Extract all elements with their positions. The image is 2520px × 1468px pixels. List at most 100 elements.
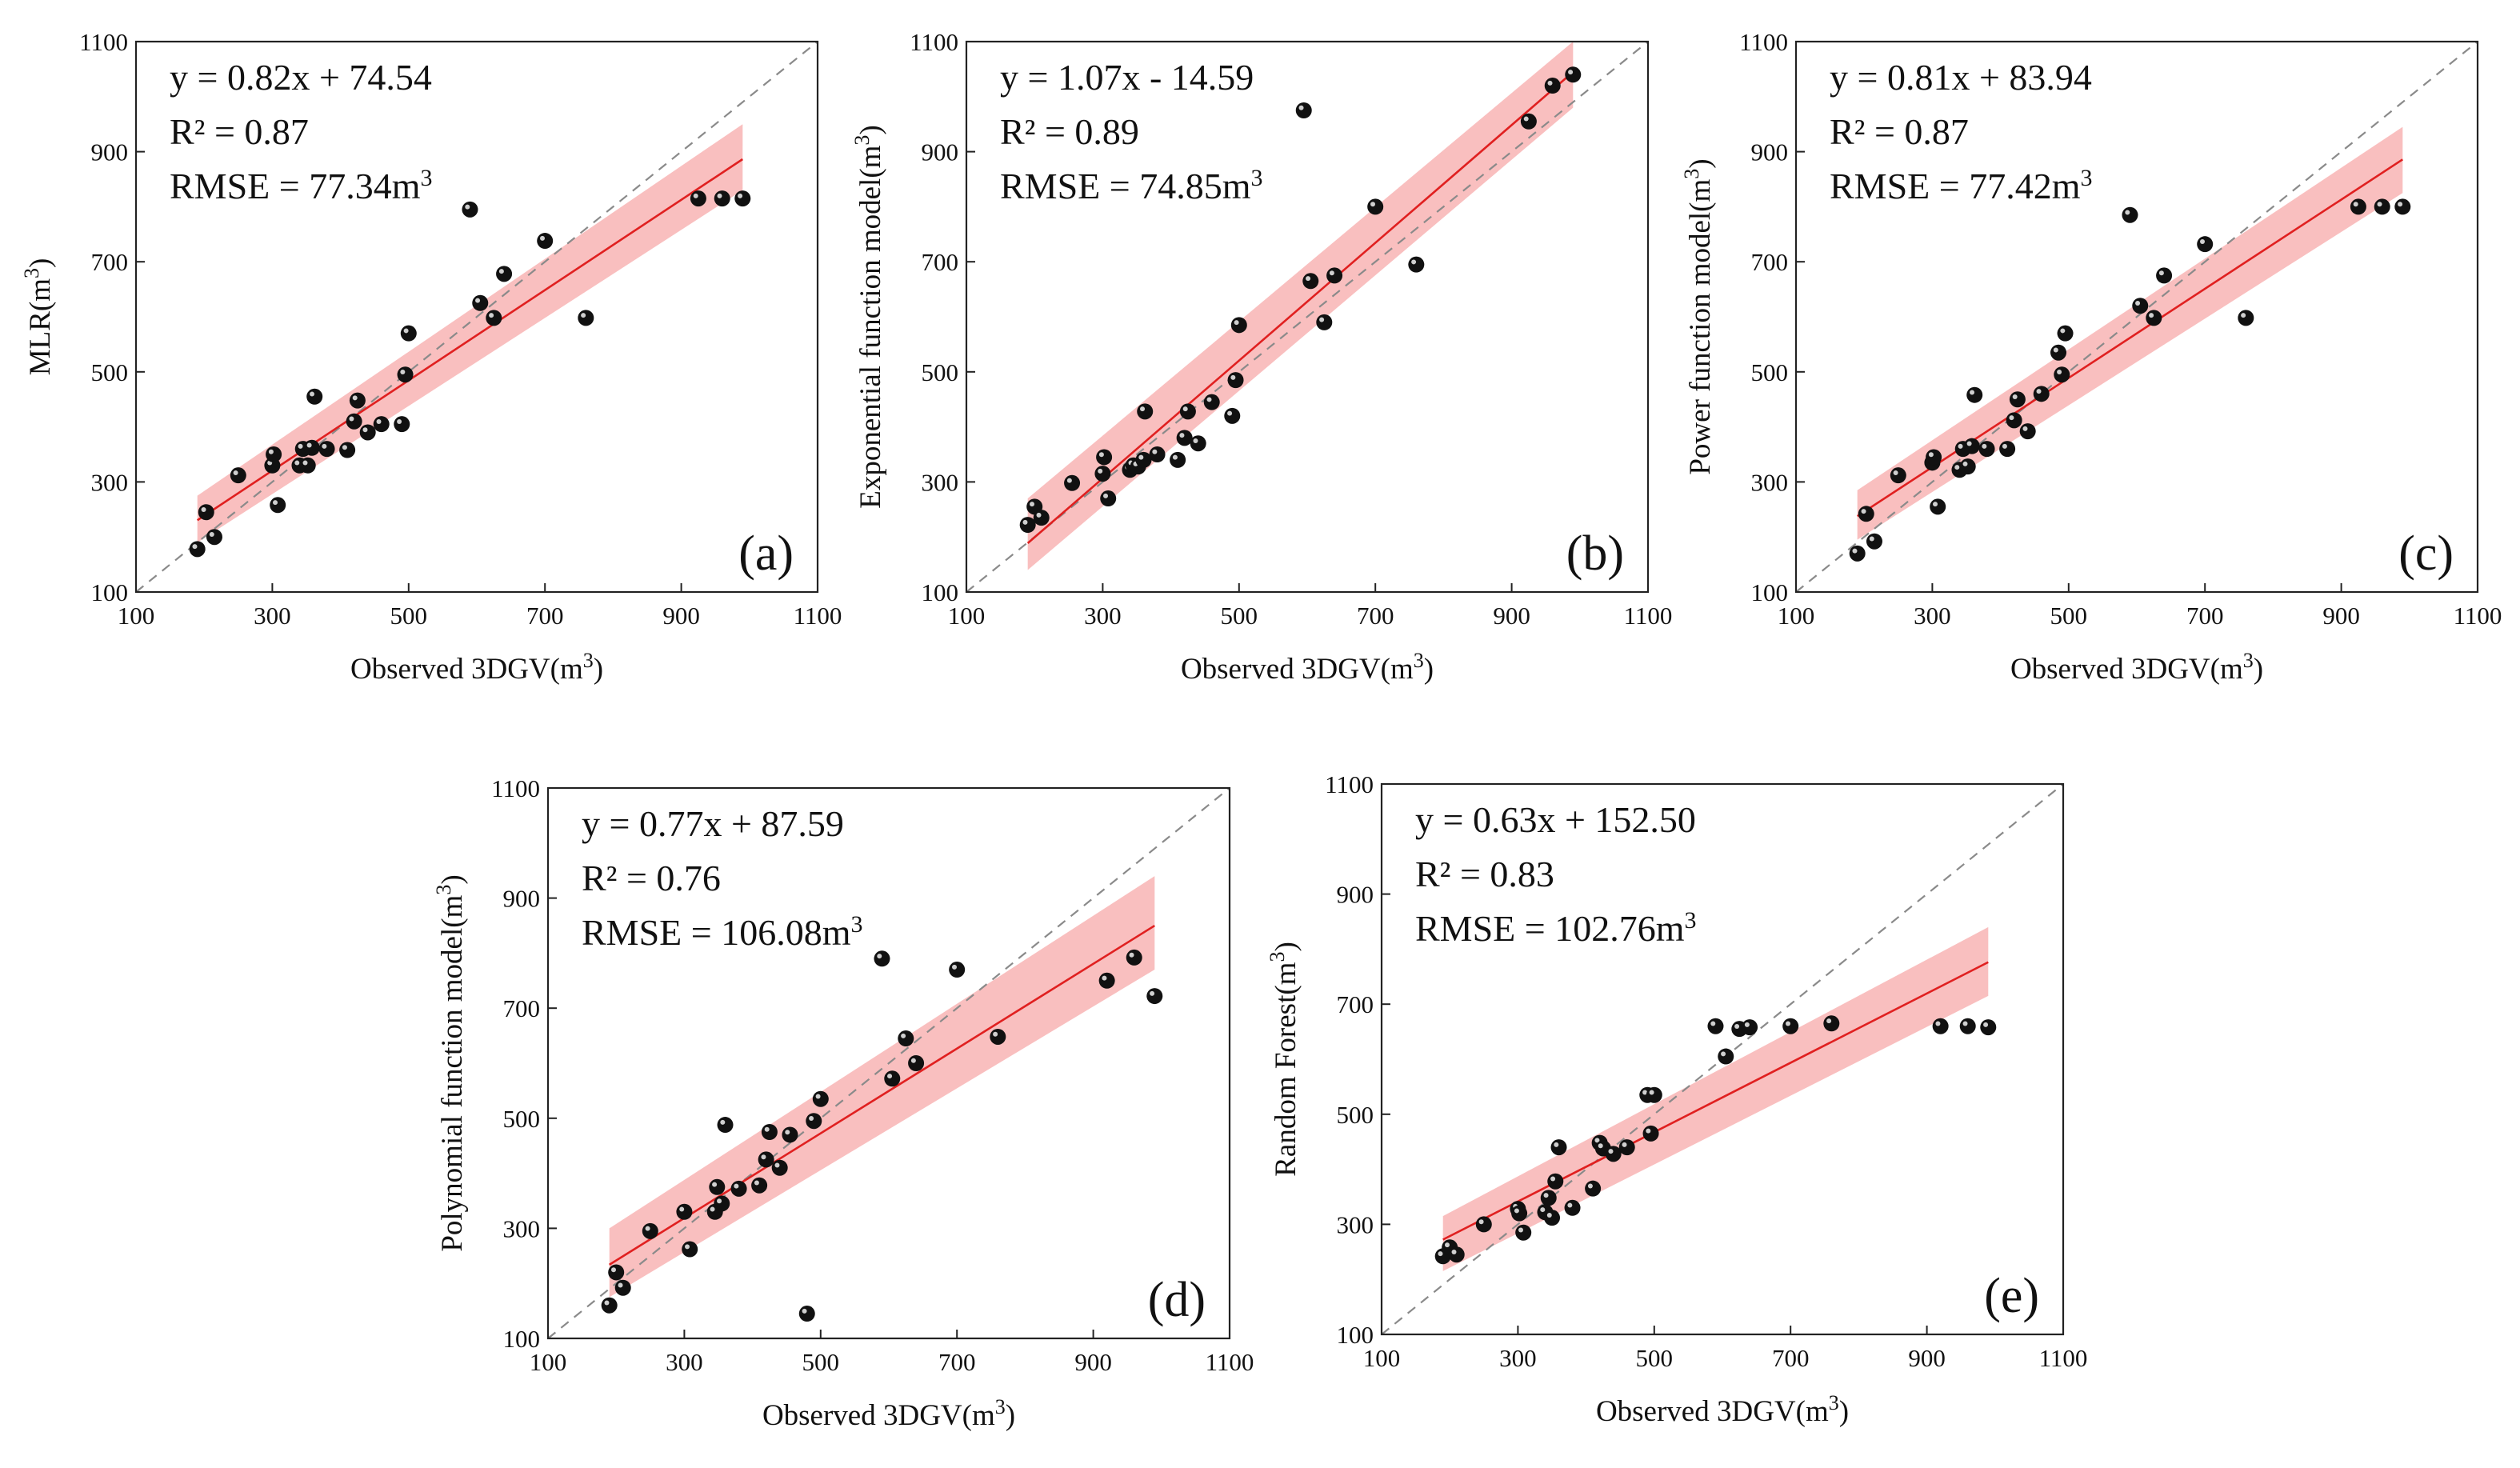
x-tick-label-e: 100 xyxy=(1363,1344,1401,1372)
data-point-c xyxy=(1978,441,1995,458)
data-point-d xyxy=(908,1055,925,1071)
data-point-highlight-c xyxy=(1928,452,1934,458)
data-point-highlight-a xyxy=(322,443,327,449)
data-point-highlight-d xyxy=(611,1267,616,1273)
y-tick-label-d: 100 xyxy=(503,1325,541,1353)
regression-line-a xyxy=(196,158,743,522)
data-point-highlight-e xyxy=(1554,1142,1559,1147)
data-point-highlight-b xyxy=(1319,317,1325,322)
data-point-c xyxy=(2009,391,2026,408)
data-point-highlight-b xyxy=(1098,452,1104,458)
data-point-highlight-c xyxy=(2353,202,2358,207)
data-point-highlight-a xyxy=(209,532,214,537)
data-point-d xyxy=(730,1180,747,1197)
data-point-a xyxy=(359,424,376,441)
data-point-highlight-e xyxy=(1546,1212,1552,1218)
data-point-a xyxy=(349,392,366,409)
data-point-highlight-b xyxy=(1329,270,1334,276)
data-point-highlight-b xyxy=(1206,397,1212,402)
data-point-d xyxy=(608,1264,625,1281)
data-point-e xyxy=(1515,1224,1532,1241)
data-point-highlight-c xyxy=(2149,313,2154,318)
data-point-highlight-e xyxy=(1744,1022,1750,1027)
data-point-d xyxy=(709,1178,726,1195)
panel-b: 100 300 500 700 900 1100 100 300 500 700 900 1100 Ob… xyxy=(850,28,1673,686)
data-point-highlight-a xyxy=(298,443,303,449)
data-point-d xyxy=(884,1070,901,1087)
data-point-a xyxy=(496,266,513,282)
data-point-a xyxy=(189,541,206,558)
data-point-highlight-b xyxy=(1370,202,1375,207)
y-tick-label-d: 1100 xyxy=(491,774,540,802)
data-point-b xyxy=(1367,198,1384,215)
plot-frame-b xyxy=(965,40,1650,594)
data-point-a xyxy=(472,294,489,311)
panel-label-d: (d) xyxy=(1148,1273,1206,1327)
data-point-a xyxy=(299,457,316,474)
data-point-highlight-a xyxy=(310,391,315,397)
data-point-b xyxy=(1408,256,1425,273)
y-tick-label-b: 500 xyxy=(922,358,959,386)
y-axis-label-c: Power function model(m3) xyxy=(1680,158,1718,474)
data-point-highlight-b xyxy=(1152,449,1158,454)
data-point-highlight-d xyxy=(604,1300,610,1306)
data-point-d xyxy=(761,1124,778,1140)
data-point-highlight-e xyxy=(1608,1149,1614,1154)
data-point-c xyxy=(2033,386,2050,402)
panel-e: 100 300 500 700 900 1100 100 300 500 700 900 1100 Ob… xyxy=(1266,770,2088,1428)
data-point-highlight-d xyxy=(1150,990,1155,996)
data-point-highlight-a xyxy=(273,500,278,506)
data-point-b xyxy=(1135,451,1152,468)
data-point-highlight-c xyxy=(2398,202,2403,207)
data-point-a xyxy=(346,413,362,430)
y-axis-label-a: MLR(m3) xyxy=(20,258,58,376)
data-point-e xyxy=(1550,1139,1567,1156)
y-tick-label-a: 500 xyxy=(91,358,129,386)
data-point-e xyxy=(1646,1086,1662,1103)
x-tick-label-d: 900 xyxy=(1074,1348,1112,1376)
data-point-highlight-d xyxy=(952,964,957,970)
y-tick-label-e: 300 xyxy=(1337,1210,1374,1238)
data-point-highlight-e xyxy=(1540,1207,1546,1213)
x-tick-label-a: 100 xyxy=(118,602,155,630)
x-tick-label-b: 1100 xyxy=(1624,602,1673,630)
data-point-c xyxy=(2350,198,2366,215)
x-tick-label-a: 1100 xyxy=(794,602,842,630)
plot-frame-c xyxy=(1794,40,2479,594)
data-point-e xyxy=(1782,1018,1799,1034)
data-point-highlight-a xyxy=(268,449,274,454)
data-point-c xyxy=(1866,533,1882,550)
data-point-e xyxy=(1823,1015,1840,1032)
data-point-highlight-b xyxy=(1172,454,1178,460)
data-point-d xyxy=(614,1279,631,1296)
data-point-highlight-c xyxy=(2377,202,2382,207)
data-point-highlight-c xyxy=(1869,536,1874,542)
one-to-one-line-a xyxy=(135,41,818,593)
r-squared-b: R² = 0.89 xyxy=(1000,111,1139,152)
data-point-highlight-a xyxy=(233,470,238,475)
data-point-b xyxy=(1033,510,1050,526)
data-point-d xyxy=(676,1203,693,1220)
data-point-highlight-a xyxy=(306,442,312,448)
panel-a: 100 300 500 700 900 1100 100 300 500 700 900 1100 Ob… xyxy=(20,28,842,686)
one-to-one-line-d xyxy=(547,787,1230,1339)
data-point-highlight-b xyxy=(1036,512,1042,518)
data-point-highlight-a xyxy=(693,193,698,198)
data-point-highlight-e xyxy=(1543,1193,1549,1198)
data-point-highlight-d xyxy=(910,1058,916,1063)
data-point-e xyxy=(1540,1190,1557,1206)
y-tick-label-b: 300 xyxy=(922,468,959,496)
data-point-e xyxy=(1475,1216,1492,1233)
data-point-e xyxy=(1511,1205,1528,1222)
x-tick-label-b: 900 xyxy=(1493,602,1530,630)
x-tick-label-d: 300 xyxy=(666,1348,703,1376)
data-point-highlight-c xyxy=(1933,502,1938,507)
regression-line-d xyxy=(608,924,1155,1266)
data-point-d xyxy=(782,1126,798,1143)
data-point-a xyxy=(690,190,706,207)
data-point-highlight-e xyxy=(1550,1176,1556,1182)
data-point-d xyxy=(812,1090,829,1107)
x-tick-label-c: 900 xyxy=(2322,602,2360,630)
